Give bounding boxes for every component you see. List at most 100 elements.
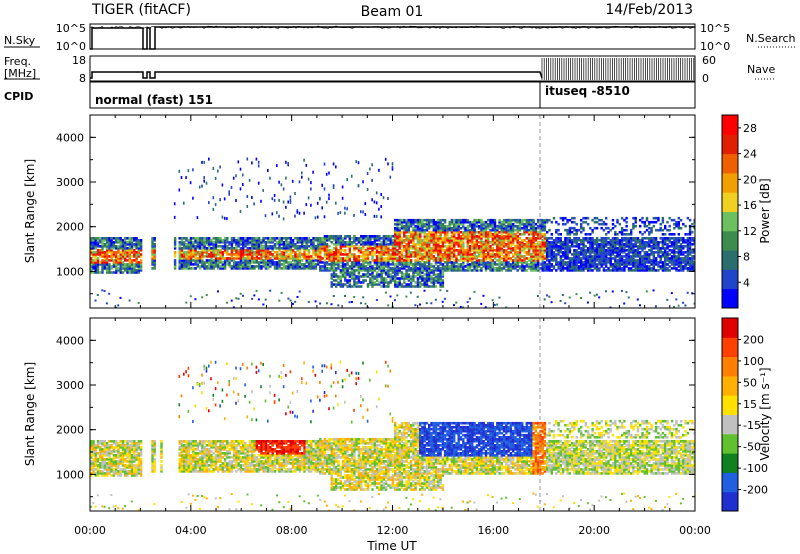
- data-cell: [226, 237, 229, 240]
- data-cell: [468, 251, 472, 254]
- data-cell: [482, 235, 485, 238]
- data-cell: [101, 265, 104, 268]
- data-cell: [623, 239, 626, 242]
- data-cell: [153, 257, 156, 260]
- data-cell: [632, 239, 635, 242]
- data-cell: [384, 247, 388, 250]
- data-cell: [502, 230, 506, 234]
- data-cell: [330, 265, 333, 268]
- data-cell: [353, 261, 356, 264]
- data-cell: [484, 222, 488, 226]
- data-cell: [305, 243, 308, 246]
- data-cell: [487, 237, 490, 240]
- data-cell: [623, 251, 626, 254]
- data-cell: [561, 294, 564, 296]
- data-cell: [419, 303, 421, 306]
- data-cell: [264, 243, 268, 246]
- data-cell: [536, 245, 540, 248]
- data-cell: [255, 241, 258, 244]
- data-cell: [414, 263, 417, 266]
- data-cell: [398, 283, 401, 286]
- data-cell: [464, 233, 467, 236]
- data-cell: [446, 245, 449, 248]
- data-cell: [362, 281, 365, 284]
- data-cell: [432, 255, 435, 258]
- data-cell: [521, 226, 524, 230]
- data-cell: [212, 237, 215, 240]
- data-cell: [478, 261, 481, 264]
- data-cell: [387, 259, 390, 262]
- data-cell: [546, 243, 549, 246]
- data-cell: [307, 259, 311, 262]
- data-cell: [391, 247, 395, 250]
- data-cell: [312, 263, 315, 266]
- data-cell: [312, 170, 314, 174]
- data-cell: [180, 176, 183, 179]
- data-cell: [484, 247, 488, 250]
- data-cell: [498, 296, 501, 299]
- data-cell: [478, 220, 481, 224]
- data-cell: [609, 247, 612, 250]
- data-cell: [366, 283, 370, 286]
- data-cell: [242, 245, 245, 248]
- data-cell: [634, 220, 637, 224]
- data-cell: [235, 199, 237, 202]
- data-cell: [323, 261, 327, 264]
- data-cell: [291, 249, 295, 252]
- data-cell: [428, 261, 431, 264]
- data-cell: [323, 259, 327, 262]
- data-cell: [582, 255, 585, 258]
- data-cell: [310, 265, 313, 268]
- data-cell: [398, 228, 401, 232]
- data-cell: [194, 259, 197, 262]
- nsky-panel: N.Sky 10^5 10^0 10^5 10^0 N.Search: [4, 22, 796, 53]
- data-cell: [251, 245, 254, 248]
- data-cell: [325, 172, 328, 176]
- data-cell: [478, 247, 481, 250]
- data-cell: [139, 239, 143, 242]
- data-cell: [586, 263, 590, 266]
- data-cell: [287, 253, 290, 256]
- data-cell: [151, 251, 154, 254]
- data-cell: [541, 263, 544, 266]
- data-cell: [403, 218, 406, 222]
- data-cell: [543, 267, 547, 270]
- data-cell: [462, 259, 465, 262]
- data-cell: [428, 243, 431, 246]
- data-cell: [459, 267, 463, 270]
- data-cell: [573, 261, 576, 264]
- data-cell: [425, 255, 429, 258]
- data-cell: [688, 233, 692, 236]
- data-cell: [398, 239, 401, 242]
- data-cell: [217, 265, 220, 268]
- data-cell: [466, 237, 469, 240]
- data-cell: [419, 247, 422, 250]
- data-cell: [375, 267, 379, 270]
- data-cell: [430, 285, 433, 288]
- data-cell: [387, 275, 390, 278]
- data-cell: [201, 184, 203, 188]
- data-cell: [441, 230, 445, 234]
- data-cell: [337, 255, 340, 258]
- data-cell: [353, 271, 356, 274]
- data-cell: [419, 267, 422, 270]
- data-cell: [219, 251, 222, 254]
- data-cell: [654, 261, 658, 264]
- data-cell: [278, 253, 281, 256]
- data-cell: [124, 253, 127, 256]
- data-cell: [677, 263, 680, 266]
- data-cell: [446, 253, 449, 256]
- data-cell: [552, 239, 556, 242]
- data-cell: [618, 222, 621, 226]
- data-cell: [101, 239, 104, 242]
- data-cell: [453, 224, 456, 228]
- data-cell: [639, 265, 642, 268]
- data-cell: [180, 259, 184, 262]
- data-cell: [482, 230, 485, 234]
- data-cell: [532, 247, 535, 250]
- data-cell: [364, 273, 367, 276]
- data-cell: [534, 259, 538, 262]
- data-cell: [550, 255, 553, 258]
- data-cell: [475, 249, 479, 252]
- data-cell: [405, 269, 408, 272]
